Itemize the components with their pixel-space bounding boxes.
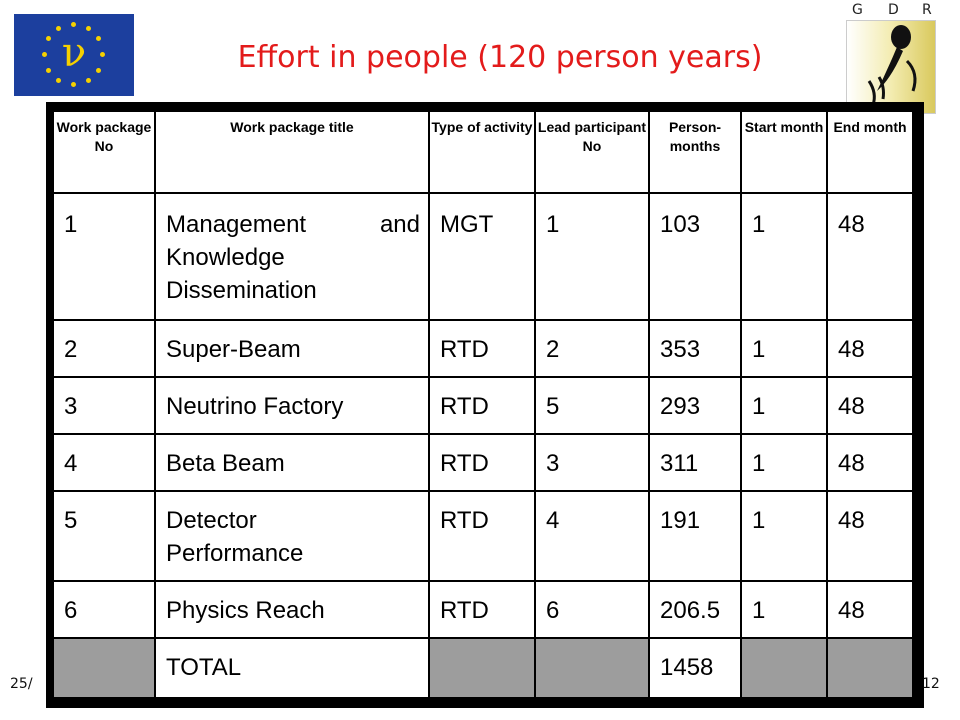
cell-title: Beta Beam <box>154 433 430 492</box>
cell-person-months: 311 <box>648 433 742 492</box>
table-header-row: Work package No Work package title Type … <box>52 110 914 194</box>
cell-title: Super-Beam <box>154 319 430 378</box>
cell-title-line: Dissemination <box>166 277 317 304</box>
cell-lead: 3 <box>534 433 650 492</box>
cell-person-months: 103 <box>648 192 742 321</box>
table-row: 5 Detector Performance RTD 4 191 1 48 <box>52 490 914 582</box>
header-type-of-activity: Type of activity <box>428 110 536 194</box>
cell-title-line: Performance <box>166 540 304 567</box>
cell-no: 2 <box>52 319 156 378</box>
cell-no: 6 <box>52 580 156 639</box>
cell-start: 1 <box>740 376 828 435</box>
cell-start: 1 <box>740 433 828 492</box>
cell-person-months: 191 <box>648 490 742 582</box>
cell-lead: 5 <box>534 376 650 435</box>
total-cell-empty <box>740 637 828 699</box>
cell-end: 48 <box>826 433 914 492</box>
cell-title-line: Knowledge <box>166 244 285 271</box>
header-person-months: Person-months <box>648 110 742 194</box>
cell-no: 3 <box>52 376 156 435</box>
cell-no: 5 <box>52 490 156 582</box>
total-person-months: 1458 <box>648 637 742 699</box>
cell-type: RTD <box>428 319 536 378</box>
cell-lead: 1 <box>534 192 650 321</box>
page-number: 12 <box>922 676 940 692</box>
gdr-letters: G D R <box>848 0 938 22</box>
table-row: 1 Management and Knowledge Dissemination… <box>52 192 914 321</box>
total-cell-empty <box>534 637 650 699</box>
cell-end: 48 <box>826 192 914 321</box>
header-work-package-no: Work package No <box>52 110 156 194</box>
total-label: TOTAL <box>154 637 430 699</box>
work-package-table: Work package No Work package title Type … <box>52 110 914 699</box>
gdr-neutrino-icon <box>867 25 917 106</box>
gdr-logo <box>846 20 936 114</box>
cell-start: 1 <box>740 319 828 378</box>
cell-title: Detector Performance <box>154 490 430 582</box>
header-work-package-title: Work package title <box>154 110 430 194</box>
total-row: TOTAL 1458 <box>52 637 914 699</box>
total-cell-empty <box>52 637 156 699</box>
cell-person-months: 206.5 <box>648 580 742 639</box>
cell-no: 1 <box>52 192 156 321</box>
cell-type: RTD <box>428 433 536 492</box>
table-row: 3 Neutrino Factory RTD 5 293 1 48 <box>52 376 914 435</box>
cell-title-line: Management and <box>166 211 420 238</box>
nu-symbol: ν <box>61 30 87 76</box>
header-end-month: End month <box>826 110 914 194</box>
eu-flag-logo: ν <box>14 14 134 96</box>
table-row: 4 Beta Beam RTD 3 311 1 48 <box>52 433 914 492</box>
cell-title-line: Detector <box>166 507 257 534</box>
total-cell-empty <box>826 637 914 699</box>
footer-date: 25/ <box>10 676 33 692</box>
cell-type: RTD <box>428 490 536 582</box>
cell-title: Management and Knowledge Dissemination <box>154 192 430 321</box>
cell-end: 48 <box>826 376 914 435</box>
cell-type: RTD <box>428 376 536 435</box>
header-lead-participant: Lead participant No <box>534 110 650 194</box>
cell-person-months: 353 <box>648 319 742 378</box>
cell-title: Neutrino Factory <box>154 376 430 435</box>
cell-no: 4 <box>52 433 156 492</box>
cell-lead: 4 <box>534 490 650 582</box>
cell-type: MGT <box>428 192 536 321</box>
cell-start: 1 <box>740 580 828 639</box>
gdr-letter-g: G <box>852 2 863 18</box>
cell-end: 48 <box>826 580 914 639</box>
table-row: 2 Super-Beam RTD 2 353 1 48 <box>52 319 914 378</box>
cell-lead: 6 <box>534 580 650 639</box>
cell-lead: 2 <box>534 319 650 378</box>
header-start-month: Start month <box>740 110 828 194</box>
cell-start: 1 <box>740 192 828 321</box>
cell-title: Physics Reach <box>154 580 430 639</box>
cell-end: 48 <box>826 490 914 582</box>
table-row: 6 Physics Reach RTD 6 206.5 1 48 <box>52 580 914 639</box>
total-cell-empty <box>428 637 536 699</box>
cell-end: 48 <box>826 319 914 378</box>
cell-start: 1 <box>740 490 828 582</box>
gdr-letter-r: R <box>922 2 932 18</box>
cell-person-months: 293 <box>648 376 742 435</box>
gdr-letter-d: D <box>888 2 899 18</box>
cell-type: RTD <box>428 580 536 639</box>
slide-title: Effort in people (120 person years) <box>237 40 763 75</box>
